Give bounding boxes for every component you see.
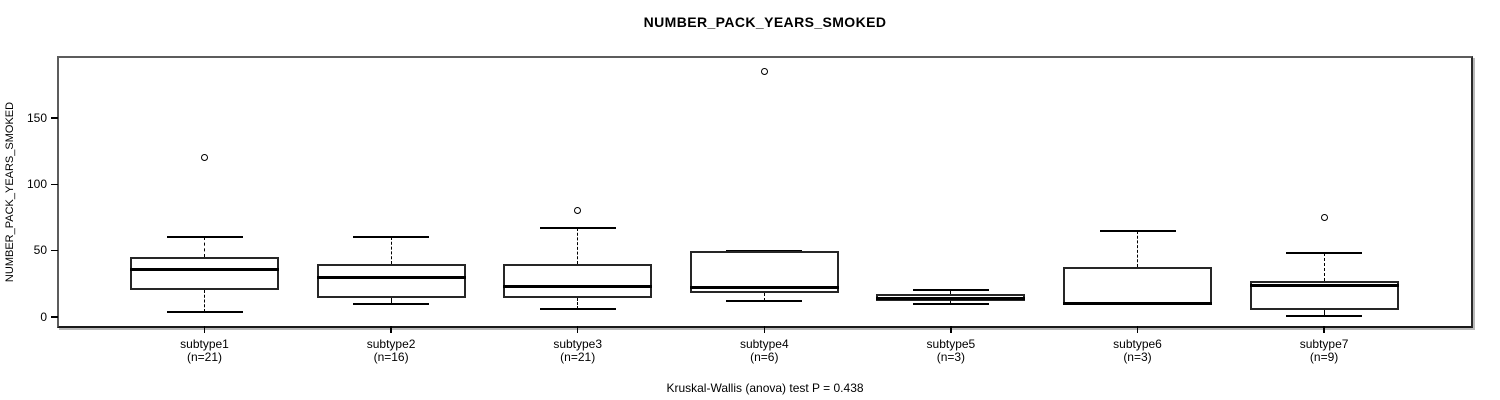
plot-area: [57, 56, 1473, 328]
chart-title: NUMBER_PACK_YEARS_SMOKED: [643, 14, 887, 30]
x-axis-group-label: subtype6 (n=3): [1113, 337, 1162, 364]
x-axis-group-label: subtype7 (n=9): [1299, 337, 1349, 364]
x-axis-group-label: subtype1 (n=21): [180, 337, 229, 364]
stat-test-caption: Kruskal-Wallis (anova) test P = 0.438: [666, 381, 864, 395]
x-axis-group-label: subtype3 (n=21): [553, 337, 603, 364]
x-axis-group-label: subtype2 (n=16): [366, 337, 416, 364]
x-axis-group-label: subtype5 (n=3): [926, 337, 976, 364]
y-axis-label: NUMBER_PACK_YEARS_SMOKED: [4, 101, 16, 283]
y-axis-tick-label: 0: [40, 309, 47, 324]
x-axis-group-label: subtype4 (n=6): [739, 337, 789, 364]
